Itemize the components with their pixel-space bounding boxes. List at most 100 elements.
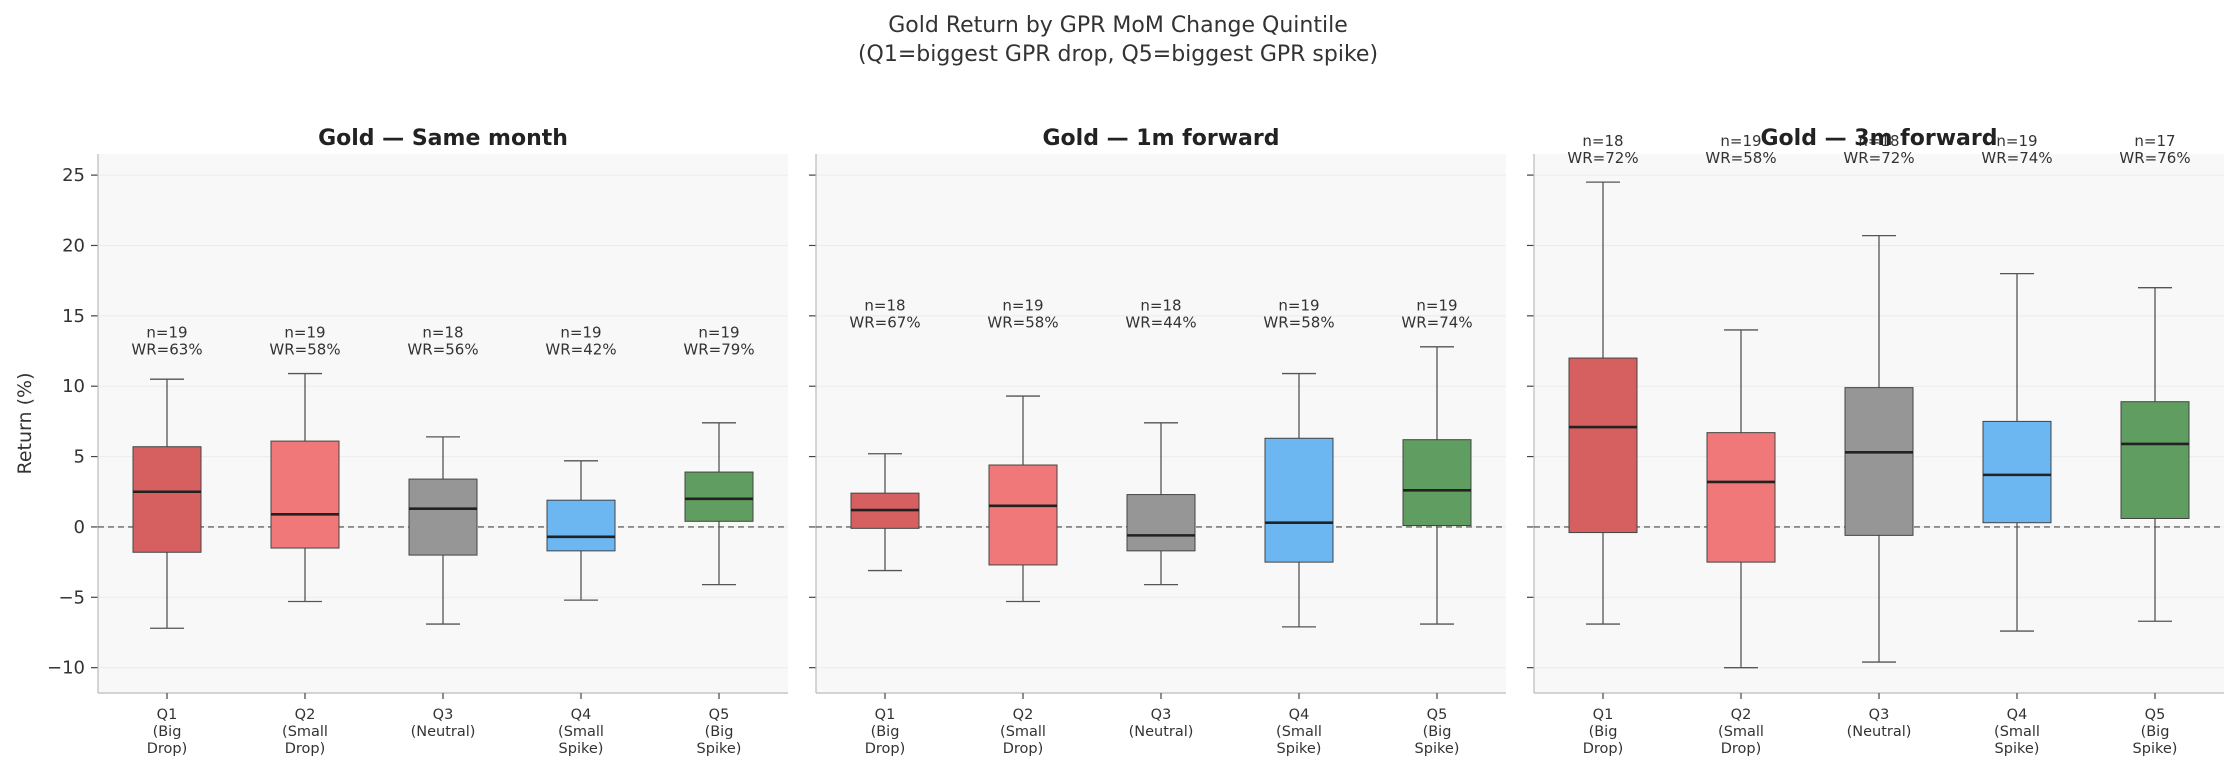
iqr-box xyxy=(1568,357,1638,534)
x-tick-label: (Small xyxy=(282,724,328,740)
x-tick-label: (Big xyxy=(153,724,182,740)
win-rate-label: WR=76% xyxy=(2119,149,2190,167)
x-tick-label: (Big xyxy=(1589,724,1618,740)
count-label: n=18 xyxy=(864,297,905,315)
x-tick-label: Drop) xyxy=(1721,741,1762,757)
x-tick-label: Q4 xyxy=(2007,707,2028,723)
x-tick-label: Spike) xyxy=(2133,741,2178,757)
x-tick-label: Drop) xyxy=(285,741,326,757)
x-tick-label: Spike) xyxy=(1415,741,1460,757)
win-rate-label: WR=58% xyxy=(1705,149,1776,167)
x-tick-label: Spike) xyxy=(559,741,604,757)
y-tick-label: −5 xyxy=(58,587,85,608)
panel-title: Gold — 3m forward xyxy=(1761,126,1998,151)
iqr-box xyxy=(1982,420,2052,524)
chart-panel-3: n=18WR=72%Q1(BigDrop)n=19WR=58%Q2(SmallD… xyxy=(1527,126,2224,757)
x-tick-label: Q2 xyxy=(1731,707,1752,723)
iqr-box xyxy=(2120,401,2190,519)
x-tick-label: Q3 xyxy=(433,707,454,723)
x-tick-label: (Neutral) xyxy=(1847,724,1912,740)
win-rate-label: WR=58% xyxy=(269,340,340,358)
x-tick-label: Q5 xyxy=(1427,707,1448,723)
x-tick-label: (Big xyxy=(871,724,900,740)
x-tick-label: Drop) xyxy=(1583,741,1624,757)
figure-title-line2: (Q1=biggest GPR drop, Q5=biggest GPR spi… xyxy=(858,42,1378,67)
win-rate-label: WR=74% xyxy=(1981,149,2052,167)
chart-panel-2: n=18WR=67%Q1(BigDrop)n=19WR=58%Q2(SmallD… xyxy=(809,126,1506,757)
iqr-box xyxy=(1264,437,1334,563)
x-tick-label: Spike) xyxy=(1995,741,2040,757)
win-rate-label: WR=74% xyxy=(1401,314,1472,332)
iqr-box xyxy=(1706,432,1776,563)
x-tick-label: (Neutral) xyxy=(411,724,476,740)
x-tick-label: (Small xyxy=(1276,724,1322,740)
x-tick-label: Q5 xyxy=(2145,707,2166,723)
iqr-box xyxy=(684,471,754,522)
x-tick-label: (Small xyxy=(558,724,604,740)
x-tick-label: Drop) xyxy=(865,741,906,757)
iqr-box xyxy=(546,499,616,552)
y-tick-label: 0 xyxy=(74,517,85,538)
iqr-box xyxy=(132,446,202,553)
x-tick-label: Q3 xyxy=(1869,707,1890,723)
panel-title: Gold — Same month xyxy=(318,126,568,151)
count-label: n=18 xyxy=(1858,132,1899,150)
panel-title: Gold — 1m forward xyxy=(1043,126,1280,151)
win-rate-label: WR=72% xyxy=(1567,149,1638,167)
iqr-box xyxy=(1844,387,1914,536)
y-tick-label: 15 xyxy=(62,306,85,327)
count-label: n=19 xyxy=(1416,297,1457,315)
win-rate-label: WR=72% xyxy=(1843,149,1914,167)
count-label: n=18 xyxy=(1140,297,1181,315)
x-tick-label: Q1 xyxy=(1593,707,1614,723)
x-tick-label: Q1 xyxy=(157,707,178,723)
x-tick-label: Q5 xyxy=(709,707,730,723)
x-tick-label: (Big xyxy=(705,724,734,740)
x-tick-label: (Small xyxy=(1994,724,2040,740)
count-label: n=19 xyxy=(1278,297,1319,315)
win-rate-label: WR=44% xyxy=(1125,314,1196,332)
count-label: n=19 xyxy=(284,323,325,341)
iqr-box xyxy=(988,464,1058,566)
iqr-box xyxy=(408,478,478,556)
x-tick-label: Drop) xyxy=(1003,741,1044,757)
x-tick-label: (Neutral) xyxy=(1129,724,1194,740)
x-tick-label: Q4 xyxy=(1289,707,1310,723)
win-rate-label: WR=79% xyxy=(683,340,754,358)
x-tick-label: Drop) xyxy=(147,741,188,757)
y-tick-label: 20 xyxy=(62,235,85,256)
win-rate-label: WR=58% xyxy=(1263,314,1334,332)
count-label: n=17 xyxy=(2134,132,2175,150)
iqr-box xyxy=(1126,494,1196,552)
x-tick-label: Q3 xyxy=(1151,707,1172,723)
count-label: n=19 xyxy=(1002,297,1043,315)
win-rate-label: WR=58% xyxy=(987,314,1058,332)
count-label: n=18 xyxy=(422,323,463,341)
y-tick-label: 10 xyxy=(62,376,85,397)
win-rate-label: WR=56% xyxy=(407,340,478,358)
y-tick-label: 25 xyxy=(62,165,85,186)
count-label: n=19 xyxy=(698,323,739,341)
count-label: n=19 xyxy=(560,323,601,341)
y-tick-label: −10 xyxy=(47,658,85,679)
x-tick-label: Q4 xyxy=(571,707,592,723)
y-tick-label: 5 xyxy=(74,447,85,468)
x-tick-label: Q2 xyxy=(1013,707,1034,723)
count-label: n=19 xyxy=(146,323,187,341)
x-tick-label: Q1 xyxy=(875,707,896,723)
